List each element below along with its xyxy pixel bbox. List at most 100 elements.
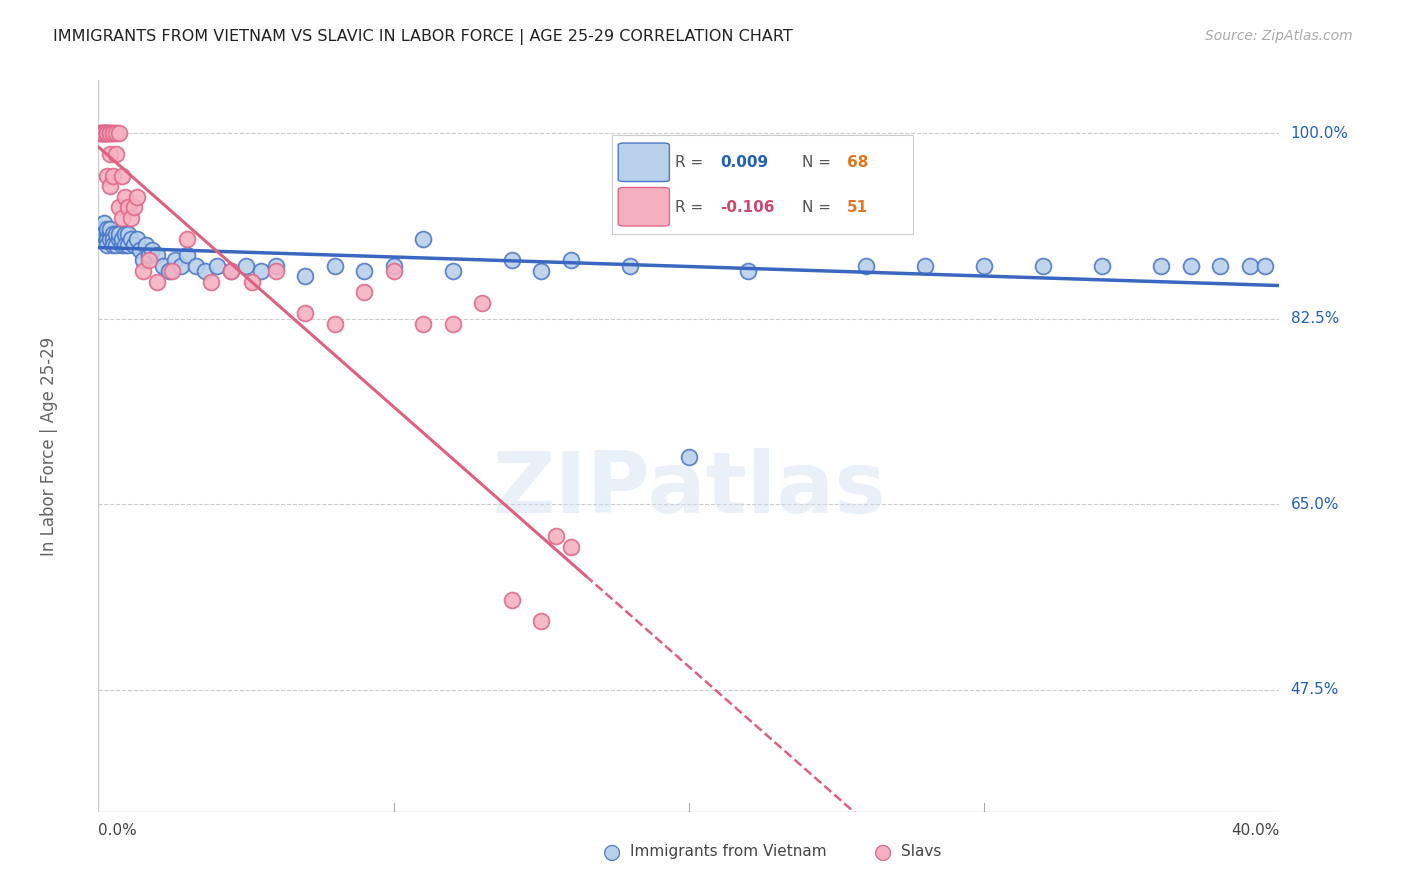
Point [90, 221, 112, 235]
Point [1032, 259, 1054, 273]
Point [1180, 259, 1202, 273]
Text: Slavs: Slavs [901, 845, 942, 859]
Point [98, 126, 121, 140]
Point [122, 237, 145, 252]
Point [176, 232, 198, 246]
Point [157, 264, 180, 278]
Point [96, 126, 118, 140]
Point [117, 201, 139, 215]
Text: ZIPatlas: ZIPatlas [492, 449, 886, 532]
Point [98, 221, 121, 235]
Point [103, 227, 125, 241]
Point [105, 237, 128, 252]
Text: 0.0%: 0.0% [98, 822, 138, 838]
Point [530, 614, 553, 628]
Point [98, 126, 121, 140]
Point [96, 169, 118, 183]
Point [93, 227, 115, 241]
Point [122, 201, 145, 215]
Point [98, 147, 121, 161]
Point [98, 227, 121, 241]
Point [146, 275, 169, 289]
Point [90, 126, 112, 140]
Point [138, 248, 160, 262]
Point [560, 253, 582, 268]
Point [96, 126, 118, 140]
Point [90, 227, 112, 241]
Point [1254, 259, 1277, 273]
Point [128, 243, 150, 257]
Text: 100.0%: 100.0% [1291, 126, 1348, 141]
Point [135, 237, 157, 252]
Point [323, 259, 346, 273]
Point [501, 253, 523, 268]
Point [441, 264, 464, 278]
Point [96, 221, 118, 235]
Point [264, 259, 287, 273]
Point [125, 190, 148, 204]
Point [501, 592, 523, 607]
Point [105, 126, 128, 140]
Point [108, 232, 131, 246]
Point [120, 211, 142, 225]
Point [111, 211, 134, 225]
Point [93, 221, 115, 235]
Point [221, 264, 243, 278]
Point [93, 126, 115, 140]
Point [90, 126, 112, 140]
Point [103, 126, 125, 140]
Point [105, 147, 128, 161]
Point [194, 264, 217, 278]
Point [138, 253, 160, 268]
Point [103, 237, 125, 252]
Point [382, 259, 405, 273]
Point [1150, 259, 1173, 273]
Point [165, 253, 187, 268]
Point [240, 275, 263, 289]
Text: 82.5%: 82.5% [1291, 311, 1339, 326]
Point [1239, 259, 1261, 273]
Point [111, 237, 134, 252]
Point [575, 868, 598, 882]
Point [382, 264, 405, 278]
Point [294, 306, 316, 320]
Point [103, 169, 125, 183]
Point [619, 259, 641, 273]
Text: ●: ● [875, 842, 891, 862]
Point [471, 296, 494, 310]
Point [93, 216, 115, 230]
Point [250, 264, 273, 278]
Point [108, 126, 131, 140]
Point [353, 264, 375, 278]
Point [108, 201, 131, 215]
Point [353, 285, 375, 300]
Point [205, 259, 228, 273]
Point [103, 232, 125, 246]
Point [96, 126, 118, 140]
Point [294, 269, 316, 284]
Point [200, 275, 222, 289]
Point [98, 232, 121, 246]
Point [176, 248, 198, 262]
Point [111, 232, 134, 246]
Point [323, 317, 346, 331]
Point [114, 237, 136, 252]
Point [162, 264, 183, 278]
Point [235, 259, 257, 273]
Point [973, 259, 995, 273]
Point [412, 232, 434, 246]
Text: ○: ○ [603, 842, 620, 862]
Point [914, 259, 936, 273]
Point [170, 259, 193, 273]
Point [93, 126, 115, 140]
Point [120, 232, 142, 246]
Point [184, 259, 207, 273]
Point [96, 126, 118, 140]
Text: 40.0%: 40.0% [1232, 822, 1279, 838]
Point [93, 126, 115, 140]
Text: ○: ○ [875, 842, 891, 862]
Point [114, 227, 136, 241]
Point [546, 529, 568, 543]
Text: Immigrants from Vietnam: Immigrants from Vietnam [630, 845, 827, 859]
Point [146, 248, 169, 262]
